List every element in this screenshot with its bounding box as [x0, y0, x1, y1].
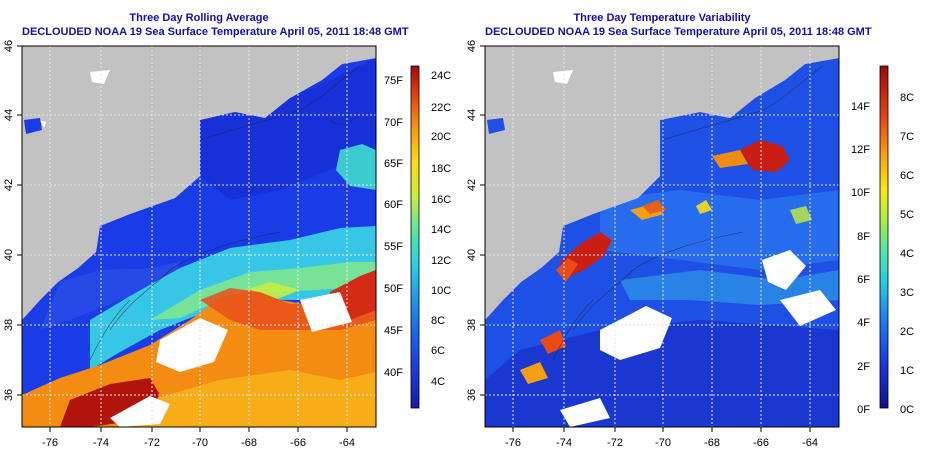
- left-x-tick-label: -70: [192, 437, 208, 449]
- left-y-tick-label: 42: [3, 179, 15, 191]
- right-x-tick-label: -72: [607, 437, 623, 449]
- left-colorbar-c-label: 18C: [431, 163, 451, 175]
- left-map-title-line2: DECLOUDED NOAA 19 Sea Surface Temperatur…: [22, 26, 409, 38]
- right-x-tick-label: -76: [505, 437, 521, 449]
- right-colorbar-c-label: 7C: [900, 131, 914, 143]
- right-y-tick-label: 40: [466, 249, 478, 261]
- left-colorbar-c-label: 12C: [431, 255, 451, 267]
- left-colorbar-c-label: 4C: [431, 376, 445, 388]
- right-map-graticule: [485, 46, 839, 427]
- left-colorbar-c-label: 22C: [431, 102, 451, 114]
- right-colorbar-f-label: 8F: [857, 231, 870, 243]
- left-y-tick-label: 36: [3, 389, 15, 401]
- right-colorbar-c-label: 4C: [900, 248, 914, 260]
- left-x-tick-label: -66: [290, 437, 306, 449]
- left-x-tick-label: -68: [241, 437, 257, 449]
- left-colorbar-c-label: 14C: [431, 224, 451, 236]
- left-colorbar-f-label: 40F: [384, 367, 403, 379]
- left-colorbar-c-label: 16C: [431, 194, 451, 206]
- left-colorbar-c-label: 8C: [431, 315, 445, 327]
- right-y-tick-label: 44: [466, 109, 478, 121]
- right-map-frame: [484, 45, 840, 428]
- left-colorbar-f-label: 70F: [384, 117, 403, 129]
- right-colorbar-c-label: 2C: [900, 326, 914, 338]
- left-x-tick-label: -72: [144, 437, 160, 449]
- left-map-title-line1: Three Day Rolling Average: [129, 12, 269, 24]
- left-y-tick-label: 44: [3, 109, 15, 121]
- right-y-tick-label: 38: [466, 319, 478, 331]
- right-map-no-data: [600, 250, 806, 360]
- left-colorbar-f-label: 55F: [384, 241, 403, 253]
- right-map-title: Three Day Temperature Variability DECLOU…: [485, 11, 872, 39]
- right-colorbar-c-label: 6C: [900, 170, 914, 182]
- left-y-tick-label: 46: [3, 40, 15, 52]
- left-y-tick-label: 40: [3, 249, 15, 261]
- left-x-tick-label: -74: [93, 437, 109, 449]
- left-colorbar-f-label: 75F: [384, 75, 403, 87]
- right-colorbar-celsius-labels: 8C 7C 6C 5C 4C 3C 2C 1C 0C: [900, 92, 914, 416]
- right-map: -76 -74 -72 -70 -68 -66 -64 46 44 42 40 …: [466, 40, 914, 449]
- right-colorbar-c-label: 1C: [900, 365, 914, 377]
- right-x-tick-label: -64: [802, 437, 818, 449]
- right-colorbar-f-label: 14F: [851, 101, 870, 113]
- left-colorbar-fahrenheit-labels: 75F 70F 65F 60F 55F 50F 45F 40F: [384, 75, 403, 379]
- right-y-tick-label: 46: [466, 40, 478, 52]
- left-map-title: Three Day Rolling Average DECLOUDED NOAA…: [22, 11, 409, 39]
- left-x-tick-label: -64: [339, 437, 355, 449]
- right-x-tick-label: -74: [556, 437, 572, 449]
- right-colorbar-f-label: 4F: [857, 317, 870, 329]
- left-colorbar-c-label: 10C: [431, 285, 451, 297]
- left-map-frame: [21, 45, 377, 428]
- right-map-title-line2: DECLOUDED NOAA 19 Sea Surface Temperatur…: [485, 26, 872, 38]
- left-y-tick-label: 38: [3, 319, 15, 331]
- left-colorbar: [410, 65, 420, 409]
- right-colorbar-f-label: 6F: [857, 274, 870, 286]
- right-x-tick-label: -70: [655, 437, 671, 449]
- left-colorbar-f-label: 60F: [384, 199, 403, 211]
- right-x-tick-label: -68: [704, 437, 720, 449]
- right-x-tick-label: -66: [753, 437, 769, 449]
- left-colorbar-f-label: 65F: [384, 158, 403, 170]
- left-colorbar-c-label: 6C: [431, 345, 445, 357]
- right-colorbar-f-label: 0F: [857, 404, 870, 416]
- left-map-no-data: [156, 292, 352, 372]
- left-colorbar-c-label: 24C: [431, 70, 451, 82]
- right-colorbar: [879, 65, 889, 409]
- right-colorbar-fahrenheit-labels: 14F 12F 10F 8F 6F 4F 2F 0F: [851, 101, 870, 416]
- left-colorbar-c-label: 20C: [431, 131, 451, 143]
- left-colorbar-f-label: 50F: [384, 283, 403, 295]
- left-colorbar-f-label: 45F: [384, 325, 403, 337]
- left-map-graticule: [22, 46, 376, 427]
- right-colorbar-c-label: 5C: [900, 209, 914, 221]
- left-colorbar-celsius-labels: 24C 22C 20C 18C 16C 14C 12C 10C 8C 6C 4C: [431, 70, 451, 388]
- right-colorbar-f-label: 2F: [857, 361, 870, 373]
- right-y-tick-label: 42: [466, 179, 478, 191]
- right-colorbar-c-label: 3C: [900, 287, 914, 299]
- right-colorbar-f-label: 10F: [851, 187, 870, 199]
- right-colorbar-f-label: 12F: [851, 144, 870, 156]
- right-colorbar-c-label: 8C: [900, 92, 914, 104]
- left-map: -76 -74 -72 -70 -68 -66 -64 46 44 42 40 …: [3, 40, 451, 449]
- right-y-tick-label: 36: [466, 389, 478, 401]
- right-colorbar-c-label: 0C: [900, 404, 914, 416]
- right-map-title-line1: Three Day Temperature Variability: [573, 12, 751, 24]
- left-x-tick-label: -76: [42, 437, 58, 449]
